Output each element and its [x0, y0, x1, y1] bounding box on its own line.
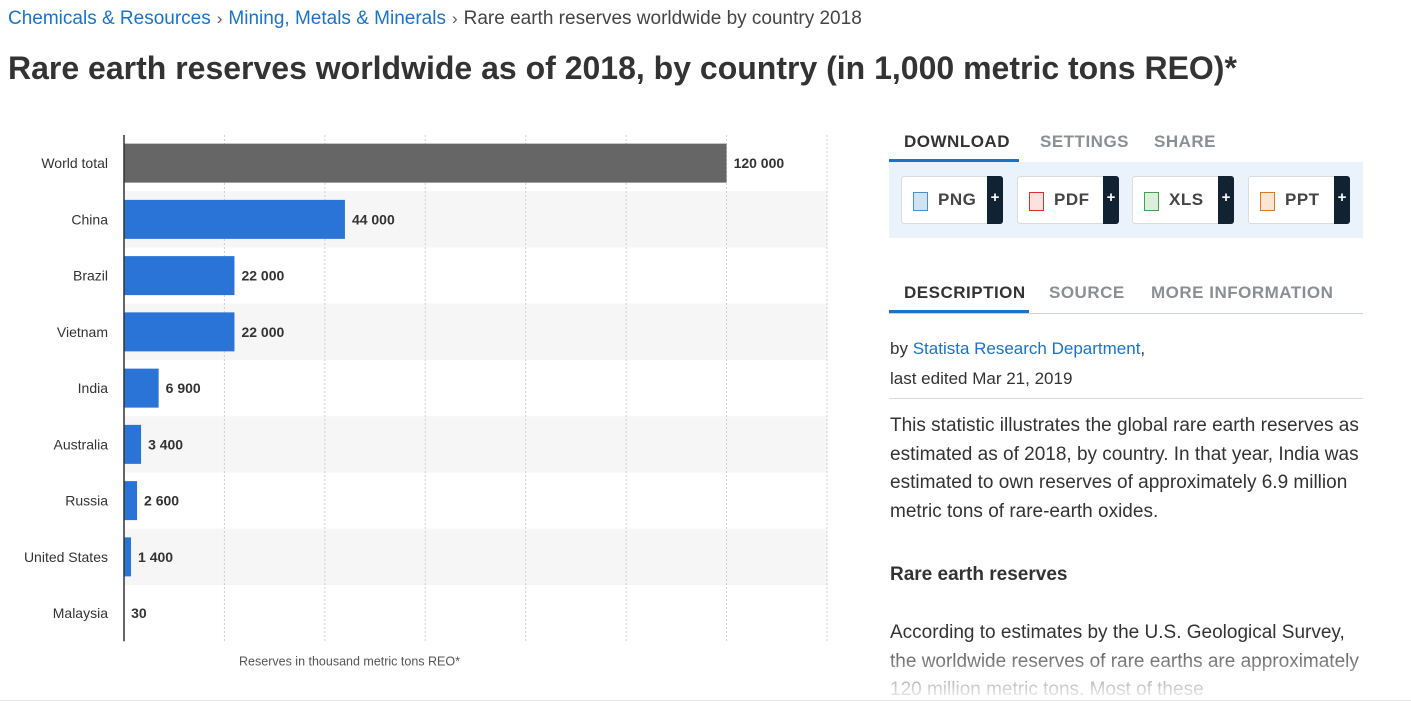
value-label: 1 400 [138, 549, 173, 565]
x-axis-title: Reserves in thousand metric tons REO* [239, 654, 460, 668]
row-band [124, 416, 827, 473]
value-label: 30 [131, 605, 147, 621]
divider [0, 700, 1411, 701]
bar-india [124, 368, 159, 408]
tab-download[interactable]: DOWNLOAD [889, 124, 1019, 162]
bar-russia [124, 481, 138, 521]
bar-united-states [124, 537, 132, 577]
download-png-button[interactable]: PNG + [901, 176, 1003, 224]
author-prefix: by [890, 339, 908, 358]
download-panel: PNG + PDF + XLS + PPT + [889, 162, 1363, 238]
breadcrumb-link-mining[interactable]: Mining, Metals & Minerals [228, 8, 446, 29]
download-button-label: XLS [1169, 190, 1204, 209]
author-info: by Statista Research Department, last ed… [890, 334, 1145, 394]
pdf-file-icon [1029, 192, 1044, 211]
value-label: 22 000 [241, 324, 284, 340]
download-tabs: DOWNLOAD SETTINGS SHARE [889, 124, 1363, 163]
bar-world-total [124, 143, 727, 183]
download-xls-button[interactable]: XLS + [1132, 176, 1234, 224]
bar-australia [124, 424, 142, 464]
category-label: Russia [65, 493, 108, 509]
value-label: 120 000 [734, 155, 785, 171]
ppt-file-icon [1260, 192, 1275, 211]
breadcrumb-separator: › [451, 9, 458, 28]
category-label: Brazil [73, 268, 108, 284]
tab-description[interactable]: DESCRIPTION [889, 275, 1029, 313]
bar-brazil [124, 256, 235, 296]
category-label: China [71, 211, 108, 227]
row-band [124, 528, 827, 585]
tab-share[interactable]: SHARE [1154, 132, 1217, 151]
value-label: 6 900 [166, 380, 201, 396]
breadcrumb-link-chemicals[interactable]: Chemicals & Resources [8, 8, 211, 29]
breadcrumb-current: Rare earth reserves worldwide by country… [463, 8, 862, 29]
category-label: Malaysia [53, 605, 108, 621]
png-file-icon [913, 192, 928, 211]
download-button-label: PNG [938, 190, 977, 209]
breadcrumb-separator: › [216, 9, 223, 28]
last-edited: last edited Mar 21, 2019 [890, 369, 1073, 388]
breadcrumb: Chemicals & Resources › Mining, Metals & M… [8, 8, 862, 30]
text-fade-overlay [880, 640, 1380, 716]
author-suffix: , [1140, 339, 1146, 358]
divider [889, 398, 1363, 399]
description-text: This statistic illustrates the global ra… [890, 415, 1359, 522]
plus-icon[interactable]: + [987, 176, 1003, 224]
category-label: Australia [54, 436, 109, 452]
plus-icon[interactable]: + [1103, 176, 1119, 224]
plus-icon[interactable]: + [1218, 176, 1234, 224]
value-label: 22 000 [241, 268, 284, 284]
bar-china [124, 199, 345, 239]
author-link[interactable]: Statista Research Department [912, 339, 1141, 358]
category-label: United States [24, 549, 108, 565]
row-band [124, 303, 827, 360]
xls-file-icon [1144, 192, 1159, 211]
download-button-label: PPT [1285, 190, 1320, 209]
info-tabs: DESCRIPTION SOURCE MORE INFORMATION [889, 275, 1363, 314]
bar-vietnam [124, 312, 235, 352]
download-ppt-button[interactable]: PPT + [1248, 176, 1350, 224]
plus-icon[interactable]: + [1334, 176, 1350, 224]
value-label: 2 600 [144, 493, 179, 509]
tab-settings[interactable]: SETTINGS [1040, 132, 1130, 151]
category-label: India [78, 380, 109, 396]
download-pdf-button[interactable]: PDF + [1017, 176, 1119, 224]
category-label: Vietnam [57, 324, 108, 340]
download-button-label: PDF [1054, 190, 1090, 209]
value-label: 44 000 [352, 211, 395, 227]
tab-source[interactable]: SOURCE [1049, 283, 1125, 302]
section-heading: Rare earth reserves [890, 564, 1068, 585]
tab-more-information[interactable]: MORE INFORMATION [1151, 283, 1334, 302]
page-title: Rare earth reserves worldwide as of 2018… [8, 50, 1237, 86]
value-label: 3 400 [148, 436, 183, 452]
bar-chart: World total 120 000 China 44 000 Brazil 22 00… [24, 135, 828, 668]
category-label: World total [41, 155, 108, 171]
